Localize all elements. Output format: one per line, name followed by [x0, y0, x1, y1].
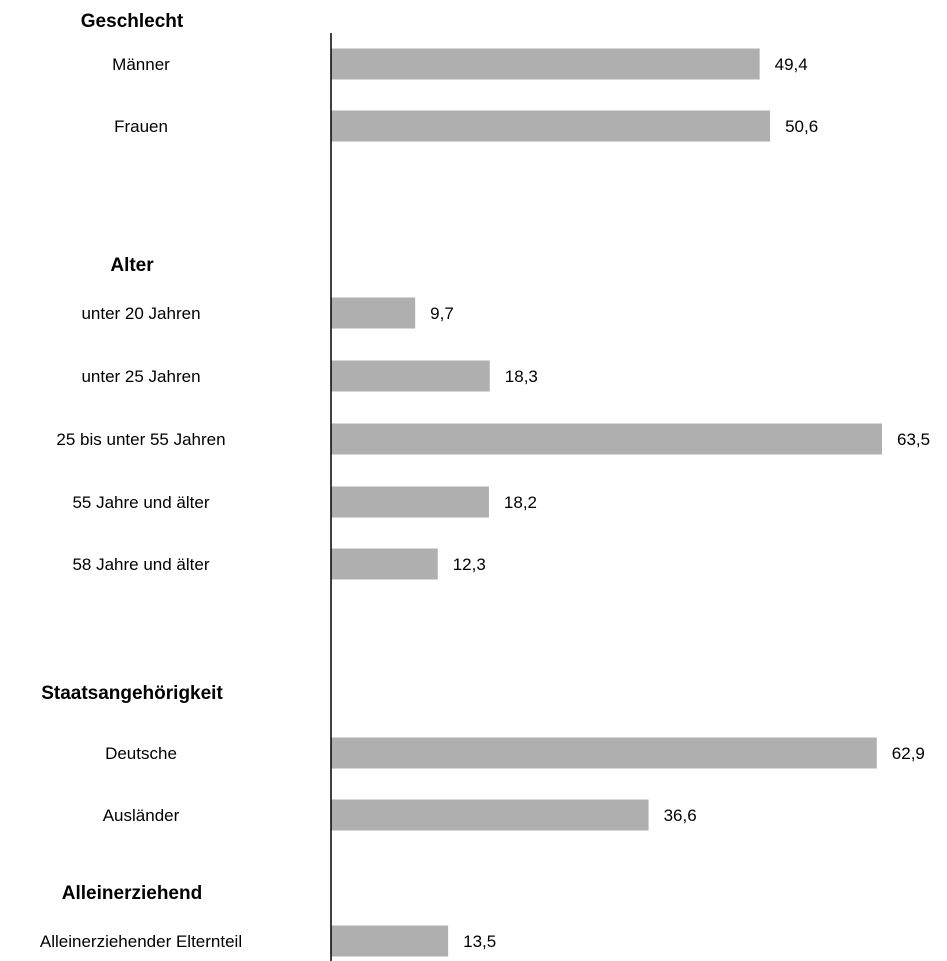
value-label: 36,6	[664, 806, 697, 825]
value-label: 49,4	[775, 55, 808, 74]
bar-1-0	[331, 297, 416, 329]
bar-2-0	[331, 737, 877, 769]
group-titles: Geschlecht Alter Staatsangehörigkeit All…	[41, 11, 223, 904]
value-label: 9,7	[430, 304, 454, 323]
value-label: 18,2	[504, 493, 537, 512]
group-title-geschlecht: Geschlecht	[81, 11, 184, 32]
bar-0-1	[331, 110, 771, 142]
bars	[331, 48, 882, 957]
category-label: 55 Jahre und älter	[72, 493, 209, 512]
category-label: Alleinerziehender Elternteil	[40, 932, 242, 951]
category-label: 58 Jahre und älter	[72, 555, 209, 574]
bar-1-1	[331, 360, 490, 392]
value-label: 63,5	[897, 430, 930, 449]
value-label: 13,5	[463, 932, 496, 951]
category-label: unter 25 Jahren	[81, 367, 200, 386]
bar-1-3	[331, 486, 489, 518]
bar-3-0	[331, 925, 449, 957]
category-label: Männer	[112, 55, 170, 74]
group-title-staatsangehoerigkeit: Staatsangehörigkeit	[41, 683, 223, 704]
value-label: 62,9	[892, 744, 925, 763]
bar-0-0	[331, 48, 760, 80]
category-labels: Männer Frauen unter 20 Jahren unter 25 Jahr…	[40, 55, 242, 951]
category-label: 25 bis unter 55 Jahren	[56, 430, 225, 449]
group-title-alleinerziehend: Alleinerziehend	[62, 883, 202, 904]
bar-2-1	[331, 799, 649, 831]
category-label: Deutsche	[105, 744, 177, 763]
value-label: 12,3	[453, 555, 486, 574]
bar-1-2	[331, 423, 882, 455]
category-label: Ausländer	[103, 806, 180, 825]
category-label: Frauen	[114, 117, 168, 136]
category-label: unter 20 Jahren	[81, 304, 200, 323]
bar-1-4	[331, 548, 438, 580]
value-label: 50,6	[785, 117, 818, 136]
value-label: 18,3	[505, 367, 538, 386]
group-title-alter: Alter	[110, 255, 154, 276]
value-labels: 49,4 50,6 9,7 18,3 63,5 18,2 12,3 62,9 36,6 13,5	[430, 55, 930, 951]
